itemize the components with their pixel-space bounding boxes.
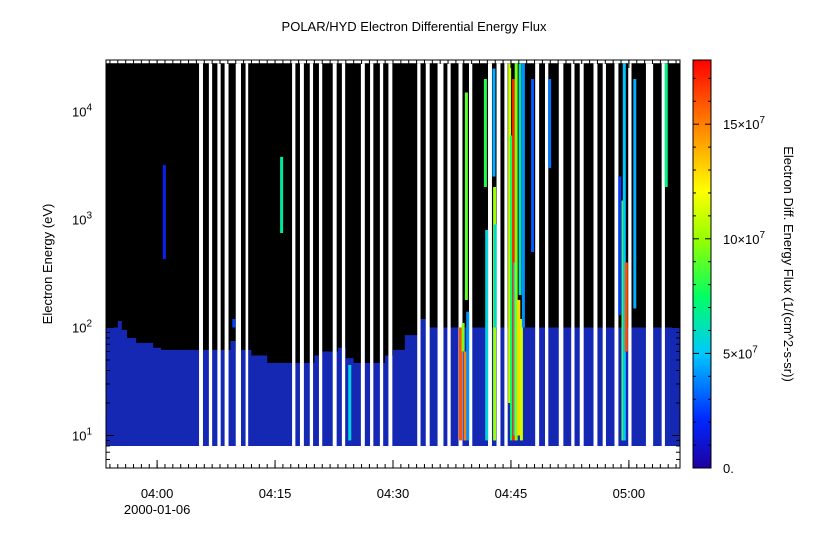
flux-streak-27 <box>622 63 626 441</box>
data-gap-1 <box>208 63 213 446</box>
flux-streak-21 <box>519 318 523 441</box>
flux-streak-0 <box>162 164 166 260</box>
flux-streak-5 <box>461 323 465 352</box>
flux-streak-29 <box>633 79 637 309</box>
data-gap-20 <box>458 63 463 446</box>
data-gap-32 <box>614 63 619 446</box>
data-gap-10 <box>332 63 337 446</box>
data-gap-14 <box>379 63 384 446</box>
x-tick-label-3: 04:45 <box>495 486 528 501</box>
data-gap-9 <box>318 63 323 446</box>
data-gap-25 <box>535 63 540 446</box>
data-gaps <box>199 63 665 446</box>
data-gap-29 <box>579 63 584 446</box>
flux-streak-28 <box>624 262 628 352</box>
data-gap-15 <box>388 63 393 446</box>
flux-streak-2 <box>280 156 284 234</box>
x-tick-label-0: 04:00 <box>141 486 174 501</box>
colorbar-tick-label-3: 15×107 <box>723 115 766 132</box>
flux-streak-16 <box>512 79 516 441</box>
data-gap-21 <box>469 63 473 446</box>
chart-title: POLAR/HYD Electron Differential Energy F… <box>281 19 547 34</box>
flux-streak-8 <box>466 311 470 441</box>
axes: 101 102 103 104 04:00 04:15 04:30 04:45 05:00 200… <box>40 59 681 517</box>
colorbar-gradient <box>692 59 712 469</box>
data-gap-34 <box>645 63 654 446</box>
data-gap-11 <box>341 63 346 446</box>
flux-streak-11 <box>492 68 496 177</box>
flux-streak-6 <box>463 351 467 441</box>
colorbar-label: Electron Diff. Energy Flux (1/(cm^2-s-sr… <box>781 146 796 382</box>
flux-streak-7 <box>464 92 468 300</box>
x-tick-label-1: 04:15 <box>259 486 292 501</box>
data-gap-7 <box>299 63 304 446</box>
data-gap-16 <box>417 63 421 446</box>
data-gap-33 <box>628 63 632 446</box>
flux-streak-18 <box>514 63 518 441</box>
data-gap-0 <box>199 63 203 446</box>
flux-streak-19 <box>517 299 521 436</box>
data-gap-2 <box>217 63 221 446</box>
colorbar-tick-label-2: 10×107 <box>723 230 766 247</box>
y-tick-label-1: 102 <box>72 319 92 336</box>
data-gap-23 <box>496 63 501 446</box>
data-gap-19 <box>447 63 451 446</box>
flux-streak-25 <box>618 176 622 316</box>
data-gap-17 <box>425 63 430 446</box>
data-gap-5 <box>245 63 249 446</box>
y-tick-label-0: 101 <box>72 426 92 443</box>
data-gap-13 <box>370 63 374 446</box>
flux-streak-23 <box>531 79 535 253</box>
data-gap-8 <box>309 63 314 446</box>
flux-streak-3 <box>348 364 352 441</box>
flux-streak-14 <box>508 63 512 403</box>
flux-streak-4 <box>458 327 462 441</box>
flux-streaks <box>162 63 668 441</box>
y-axis-label: Electron Energy (eV) <box>40 204 55 325</box>
x-tick-label-4: 05:00 <box>613 486 646 501</box>
x-date-label: 2000-01-06 <box>124 502 191 517</box>
x-tick-label-2: 04:30 <box>377 486 410 501</box>
data-gap-28 <box>571 63 575 446</box>
data-gap-12 <box>360 63 365 446</box>
data-gap-35 <box>661 63 665 446</box>
colorbar-tick-label-1: 5×107 <box>723 344 758 361</box>
y-tick-label-2: 103 <box>72 211 92 228</box>
data-gap-3 <box>224 63 229 446</box>
data-gap-18 <box>437 63 444 446</box>
data-gap-22 <box>488 63 492 446</box>
flux-streak-13 <box>493 224 497 328</box>
colorbar-tick-label-0: 0. <box>723 461 734 476</box>
flux-streak-1 <box>232 318 236 328</box>
data-gap-31 <box>602 63 606 446</box>
flux-streak-22 <box>521 63 525 328</box>
flux-streak-15 <box>510 135 514 441</box>
data-gap-26 <box>545 63 549 446</box>
flux-streak-9 <box>483 79 487 188</box>
flux-streak-10 <box>485 229 489 441</box>
flux-streak-30 <box>664 63 668 188</box>
data-gap-6 <box>292 63 296 446</box>
colorbar: 0. 5×107 10×107 15×107 Electron Diff. Energy… <box>692 59 796 476</box>
data-gap-27 <box>558 63 564 446</box>
data-gap-4 <box>235 63 241 446</box>
flux-streak-20 <box>518 63 522 295</box>
flux-streak-24 <box>548 79 552 168</box>
y-tick-label-3: 104 <box>72 103 92 120</box>
data-gap-24 <box>504 63 508 446</box>
data-gap-30 <box>593 63 598 446</box>
